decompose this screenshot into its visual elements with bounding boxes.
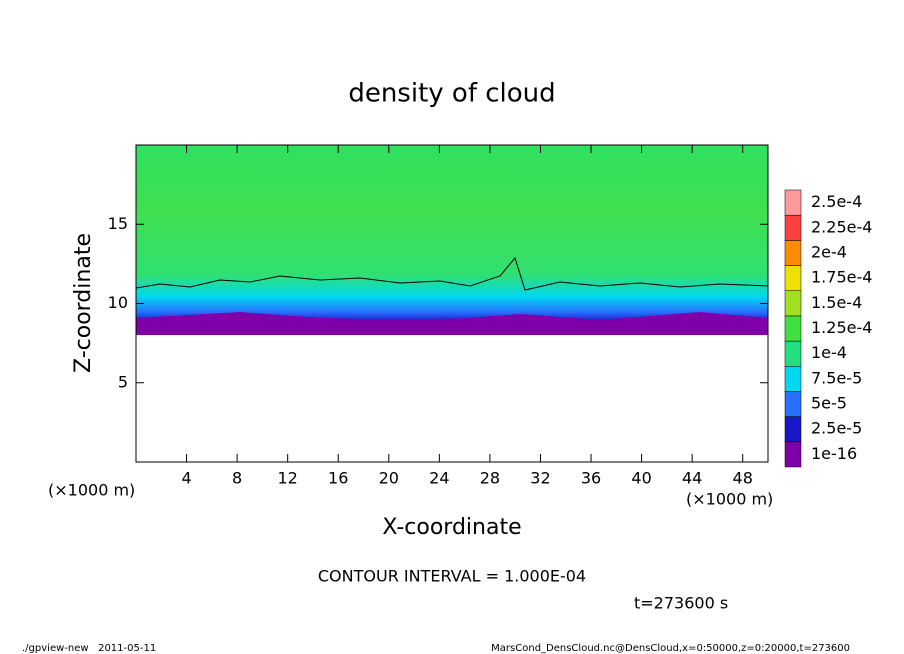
x-tick-label: 28	[480, 469, 500, 488]
y-tick-label: 10	[108, 293, 128, 312]
colorbar-label: 1e-4	[811, 343, 847, 362]
x-tick-label: 36	[581, 469, 601, 488]
colorbar-label: 2.5e-4	[811, 192, 862, 211]
x-tick-label: 32	[530, 469, 550, 488]
colorbar-label: 1.5e-4	[811, 293, 862, 312]
x-tick-label: 4	[181, 469, 191, 488]
colorbar-label: 1e-16	[811, 444, 857, 463]
colorbar-label: 2e-4	[811, 242, 847, 261]
y-tick-label: 5	[118, 372, 128, 391]
colorbar-label: 7.5e-5	[811, 368, 862, 387]
colorbar-box	[784, 441, 802, 468]
x-unit-right: (×1000 m)	[686, 490, 773, 509]
x-tick-label: 24	[429, 469, 449, 488]
colorbar-box	[784, 340, 802, 367]
x-unit: (×1000 m)	[48, 481, 135, 500]
colorbar-box	[784, 290, 802, 317]
chart-title: density of cloud	[348, 79, 555, 109]
colorbar-label: 5e-5	[811, 394, 847, 413]
colorbar-label: 1.75e-4	[811, 268, 872, 287]
field-bottom	[136, 312, 768, 335]
y-tick-label: 15	[108, 214, 128, 233]
colorbar-box	[784, 315, 802, 342]
time-label: t=273600 s	[634, 594, 728, 613]
colorbar-box	[784, 391, 802, 417]
colorbar-box	[784, 265, 802, 291]
footer-left: ./gpview-new 2011-05-11	[22, 643, 156, 654]
contour-note: CONTOUR INTERVAL = 1.000E-04	[318, 567, 586, 586]
x-tick-label: 44	[682, 469, 702, 488]
colorbar-label: 1.25e-4	[811, 318, 872, 337]
x-axis-label: X-coordinate	[382, 515, 521, 540]
x-tick-label: 8	[232, 469, 242, 488]
colorbar-box	[784, 189, 802, 216]
colorbar-box	[784, 366, 802, 392]
x-tick-label: 20	[379, 469, 399, 488]
x-tick-label: 12	[278, 469, 298, 488]
field	[136, 145, 768, 335]
colorbar-box	[784, 214, 802, 241]
x-tick-label: 40	[631, 469, 651, 488]
colorbar-label: 2.25e-4	[811, 217, 872, 236]
y-axis-label: Z-coordinate	[71, 233, 96, 373]
colorbar-box	[784, 240, 802, 266]
x-tick-label: 16	[328, 469, 348, 488]
x-tick-label: 48	[733, 469, 753, 488]
contour-line	[135, 256, 769, 291]
colorbar-box	[784, 416, 802, 443]
footer-right: MarsCond_DensCloud.nc@DensCloud,x=0:5000…	[491, 643, 850, 654]
colorbar-label: 2.5e-5	[811, 419, 862, 438]
